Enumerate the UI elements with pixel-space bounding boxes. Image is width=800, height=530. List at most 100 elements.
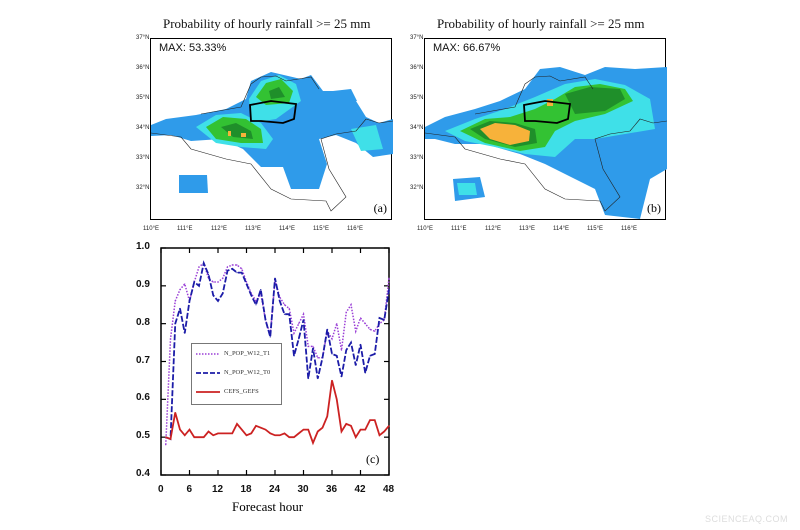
lon-tick-label: 113°E	[519, 226, 535, 232]
data-point	[217, 300, 219, 302]
data-point	[245, 283, 248, 285]
data-point	[193, 436, 195, 438]
map-a-max-label: MAX: 53.33%	[159, 42, 227, 54]
data-point	[378, 317, 381, 319]
lat-tick-label: 36°N	[136, 65, 150, 71]
data-point	[345, 349, 347, 351]
lon-tick-label: 114°E	[553, 226, 569, 232]
data-point	[302, 429, 305, 431]
x-tick-label: 36	[326, 484, 338, 495]
data-point	[336, 323, 338, 325]
data-point	[222, 277, 224, 279]
data-point	[274, 434, 276, 436]
data-point	[184, 434, 186, 436]
lat-tick-label: 32°N	[410, 185, 424, 191]
data-point	[274, 277, 276, 279]
data-point	[241, 268, 243, 270]
x-tick-label: 48	[383, 484, 395, 495]
data-point	[250, 432, 252, 434]
data-point	[302, 313, 305, 315]
data-point	[188, 300, 191, 302]
data-point	[317, 377, 319, 380]
data-point	[364, 323, 366, 325]
data-point	[355, 436, 357, 438]
data-point	[236, 423, 238, 425]
data-point	[231, 432, 233, 434]
data-point	[312, 347, 314, 349]
data-point	[331, 379, 333, 382]
data-point	[169, 338, 172, 340]
data-point	[388, 425, 390, 427]
data-point	[279, 300, 281, 302]
chart-panel-label: (c)	[366, 452, 380, 466]
data-point	[302, 319, 305, 321]
data-point	[260, 427, 262, 429]
data-point	[350, 341, 352, 344]
data-point	[321, 427, 324, 429]
data-point	[255, 425, 257, 427]
y-tick-label: 0.8	[136, 316, 150, 328]
lat-tick-label: 35°N	[410, 95, 424, 101]
lat-tick-label: 34°N	[410, 125, 424, 131]
x-tick-label: 30	[297, 484, 309, 495]
data-point	[317, 357, 319, 359]
data-point	[345, 311, 347, 313]
data-point	[374, 353, 376, 355]
data-point	[188, 429, 191, 431]
data-point	[193, 281, 195, 283]
data-point	[283, 304, 286, 306]
y-tick-label: 0.6	[136, 392, 150, 404]
legend-swatch-cefs	[196, 390, 220, 393]
series-line-cefs-gefs	[165, 380, 390, 446]
data-point	[165, 444, 167, 446]
y-tick-label: 0.7	[136, 354, 150, 366]
province-boundary	[151, 75, 393, 212]
data-point	[198, 436, 200, 438]
data-point	[293, 332, 295, 334]
data-point	[340, 376, 343, 378]
data-point	[184, 332, 186, 334]
data-point	[236, 264, 238, 266]
data-point	[203, 262, 205, 264]
x-tick-label: 42	[354, 484, 366, 495]
data-point	[355, 364, 357, 366]
data-point	[374, 330, 376, 332]
data-point	[383, 430, 385, 433]
data-point	[359, 317, 362, 319]
data-point	[340, 349, 343, 351]
city-boundary	[249, 100, 298, 124]
data-point	[288, 307, 290, 310]
data-point	[222, 432, 224, 434]
data-point	[222, 292, 224, 294]
x-tick-label: 18	[240, 484, 252, 495]
map-a-field	[151, 72, 393, 212]
data-point	[279, 434, 281, 436]
data-point	[207, 273, 210, 276]
data-point	[369, 328, 371, 330]
data-point	[378, 434, 381, 436]
x-tick-label: 6	[186, 484, 193, 495]
data-point	[217, 281, 219, 283]
series-line-n-pop-w12-t0	[165, 260, 390, 441]
data-point	[174, 300, 176, 302]
data-point	[298, 323, 300, 325]
data-point	[269, 336, 271, 338]
data-point	[169, 438, 172, 440]
legend-item-cefs: CEFS_GEFS	[196, 388, 259, 395]
data-point	[269, 432, 271, 434]
data-point	[374, 419, 376, 421]
data-point	[255, 304, 257, 306]
lon-tick-label: 114°E	[279, 226, 295, 232]
legend-item-t0: N_POP_W12_T0	[196, 369, 270, 376]
data-point	[293, 355, 295, 357]
lon-tick-label: 111°E	[177, 226, 193, 232]
lat-tick-label: 37°N	[410, 35, 424, 41]
data-point	[336, 398, 338, 400]
lat-tick-label: 32°N	[136, 185, 150, 191]
map-b-max-label: MAX: 66.67%	[433, 42, 501, 54]
map-a: MAX: 53.33% (a)	[150, 38, 393, 220]
map-b-panel-label: (b)	[647, 201, 661, 215]
data-point	[231, 268, 233, 270]
data-point	[359, 429, 362, 431]
